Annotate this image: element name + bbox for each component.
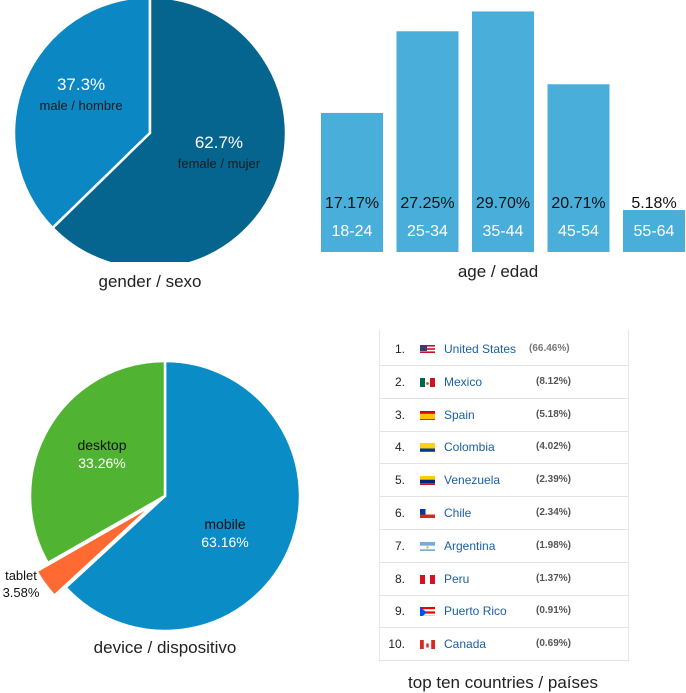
table-row: 6. Chile (2.34%) [380, 497, 628, 530]
slice-percent-female-mujer: 62.7% [195, 133, 243, 152]
age-chart: 17.17% 18-24 27.25% 25-34 29.70% 35-44 20.71% 4… [310, 0, 686, 300]
flag-ar-icon [420, 540, 435, 551]
country-rank: 8. [380, 572, 405, 586]
flag-ca-icon [420, 638, 435, 649]
bar-value-25-34: 27.25% [400, 195, 454, 212]
slice-label-desktop: desktop [77, 437, 126, 453]
bar-category-55-64: 55-64 [634, 223, 675, 240]
country-name[interactable]: Argentina [444, 539, 495, 553]
age-caption: age / edad [310, 262, 686, 282]
flag-pr-icon [420, 605, 435, 616]
country-name[interactable]: Spain [444, 408, 475, 422]
countries-table: 1. United States (66.46%) 2. Mexico (8.12%) 3.… [379, 330, 629, 662]
bar-35-44 [472, 11, 534, 252]
country-rank: 1. [380, 342, 405, 356]
country-percent: (4.02%) [536, 441, 571, 452]
gender-chart: 37.3% male / hombre 62.7% female / mujer ge… [0, 0, 300, 300]
slice-percent-tablet: 3.58% [3, 585, 40, 600]
country-rank: 2. [380, 375, 405, 389]
age-bar-chart: 17.17% 18-24 27.25% 25-34 29.70% 35-44 20.71% 4… [310, 0, 686, 260]
table-row: 3. Spain (5.18%) [380, 399, 628, 432]
country-name[interactable]: Chile [444, 506, 471, 520]
slice-label-mobile: mobile [204, 516, 245, 532]
bar-category-18-24: 18-24 [332, 223, 373, 240]
country-rank: 6. [380, 506, 405, 520]
table-row: 4. Colombia (4.02%) [380, 431, 628, 464]
table-row: 8. Peru (1.37%) [380, 563, 628, 596]
flag-us-icon [420, 343, 435, 354]
country-name[interactable]: Venezuela [444, 473, 500, 487]
table-row: 9. Puerto Rico (0.91%) [380, 595, 628, 628]
slice-label-female-mujer: female / mujer [178, 156, 261, 171]
country-name[interactable]: Peru [444, 572, 469, 586]
bar-25-34 [397, 31, 459, 252]
flag-ve-icon [420, 474, 435, 485]
slice-percent-desktop: 33.26% [78, 455, 125, 471]
device-caption: device / dispositivo [70, 638, 260, 658]
table-row: 7. Argentina (1.98%) [380, 530, 628, 563]
country-percent: (0.69%) [536, 638, 571, 649]
country-rank: 10. [380, 637, 405, 651]
country-name[interactable]: Colombia [444, 440, 495, 454]
bar-category-25-34: 25-34 [407, 223, 448, 240]
slice-percent-male-hombre: 37.3% [57, 75, 105, 94]
country-percent: (1.98%) [536, 540, 571, 551]
country-percent: (0.91%) [536, 605, 571, 616]
bar-value-18-24: 17.17% [325, 195, 379, 212]
device-pie: mobile 63.16% desktop 33.26% tablet 3.58% [0, 350, 310, 630]
table-row: 10. Canada (0.69%) [380, 628, 628, 661]
slice-percent-mobile: 63.16% [201, 534, 248, 550]
slice-label-male-hombre: male / hombre [40, 98, 123, 113]
country-percent: (1.37%) [536, 573, 571, 584]
country-percent: (5.18%) [536, 409, 571, 420]
bar-value-55-64: 5.18% [631, 195, 676, 212]
country-percent: (2.39%) [536, 474, 571, 485]
table-row: 2. Mexico (8.12%) [380, 366, 628, 399]
country-name[interactable]: Puerto Rico [444, 604, 507, 618]
bar-category-45-54: 45-54 [558, 223, 599, 240]
country-name[interactable]: Canada [444, 637, 486, 651]
slice-label-tablet: tablet [5, 568, 37, 583]
table-row: 5. Venezuela (2.39%) [380, 464, 628, 497]
bar-category-35-44: 35-44 [483, 223, 524, 240]
flag-es-icon [420, 409, 435, 420]
gender-caption: gender / sexo [0, 272, 300, 292]
country-name[interactable]: Mexico [444, 375, 482, 389]
country-name[interactable]: United States [444, 342, 516, 356]
country-percent: (8.12%) [536, 376, 571, 387]
flag-cl-icon [420, 507, 435, 518]
flag-co-icon [420, 441, 435, 452]
flag-pe-icon [420, 573, 435, 584]
bar-value-35-44: 29.70% [476, 195, 530, 212]
country-percent: (2.34%) [536, 507, 571, 518]
country-rank: 3. [380, 408, 405, 422]
countries-caption: top ten countries / países [380, 673, 626, 693]
table-row: 1. United States (66.46%) [380, 333, 628, 366]
flag-mx-icon [420, 376, 435, 387]
country-rank: 7. [380, 539, 405, 553]
country-rank: 4. [380, 440, 405, 454]
device-chart: mobile 63.16% desktop 33.26% tablet 3.58% dev… [0, 350, 310, 692]
country-rank: 5. [380, 473, 405, 487]
gender-pie: 37.3% male / hombre 62.7% female / mujer [0, 0, 300, 262]
country-percent: (66.46%) [529, 343, 570, 354]
country-rank: 9. [380, 604, 405, 618]
bar-value-45-54: 20.71% [551, 195, 605, 212]
